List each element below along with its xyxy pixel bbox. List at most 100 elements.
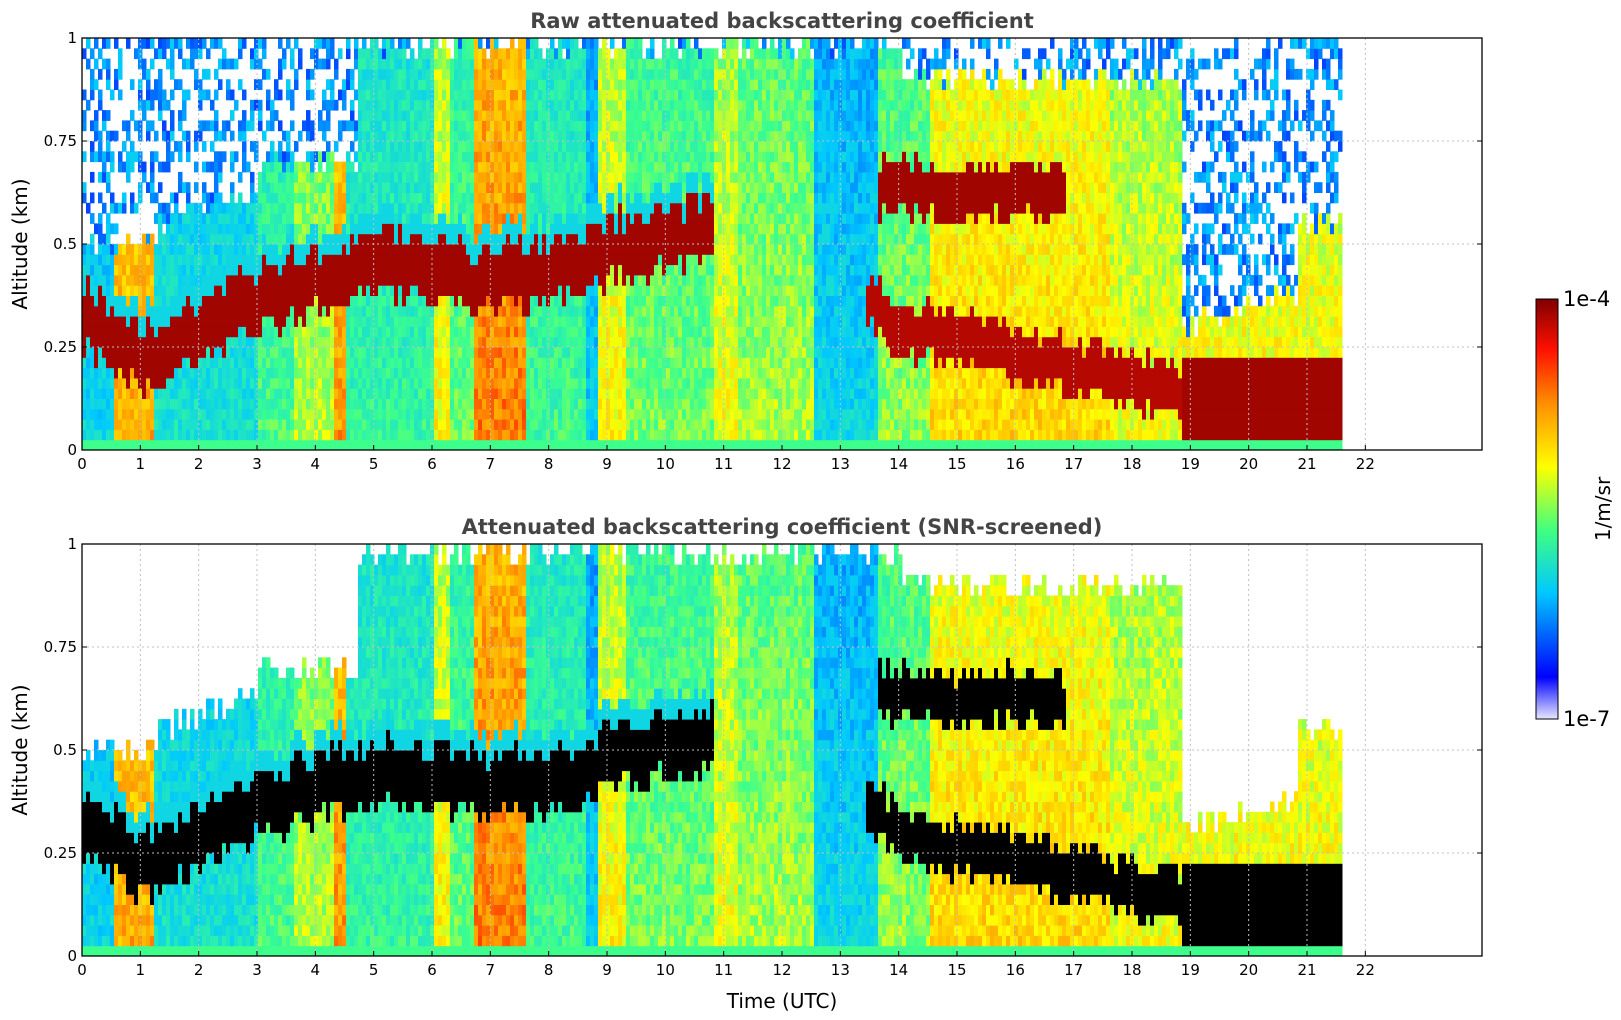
heatmap-cell — [330, 151, 335, 163]
heatmap-cell — [586, 439, 591, 450]
heatmap-cell — [122, 347, 127, 358]
heatmap-cell — [354, 213, 359, 224]
heatmap-cell — [374, 171, 379, 183]
heatmap-cell — [486, 377, 491, 389]
heatmap-cell — [138, 347, 143, 358]
heatmap-cell — [302, 388, 307, 399]
heatmap-cell — [314, 264, 319, 276]
heatmap-cell — [550, 274, 555, 286]
heatmap-cell — [382, 68, 387, 80]
heatmap-cell — [114, 79, 119, 90]
heatmap-cell — [386, 99, 391, 111]
heatmap-cell — [494, 182, 499, 193]
heatmap-cell — [438, 347, 443, 358]
heatmap-cell — [626, 151, 631, 163]
heatmap-cell — [282, 285, 287, 296]
heatmap-cell — [542, 202, 547, 214]
heatmap-cell — [270, 295, 275, 307]
heatmap-cell — [482, 377, 487, 389]
heatmap-cell — [130, 419, 135, 430]
heatmap-cell — [198, 388, 203, 399]
heatmap-cell — [334, 388, 339, 399]
heatmap-cell — [486, 130, 491, 142]
heatmap-cell — [182, 429, 187, 441]
heatmap-cell — [398, 377, 403, 389]
heatmap-cell — [598, 336, 603, 348]
heatmap-cell — [614, 202, 619, 214]
heatmap-cell — [98, 254, 103, 266]
heatmap-cell — [350, 347, 355, 358]
heatmap-cell — [246, 347, 251, 358]
heatmap-cell — [462, 408, 467, 420]
heatmap-cell — [426, 244, 431, 255]
heatmap-cell — [334, 254, 339, 266]
heatmap-cell — [626, 316, 631, 327]
heatmap-cell — [530, 264, 535, 276]
heatmap-cell — [522, 377, 527, 389]
heatmap-cell — [438, 79, 443, 90]
heatmap-cell — [490, 38, 495, 49]
heatmap-cell — [394, 151, 399, 163]
heatmap-cell — [482, 233, 487, 245]
heatmap-cell — [226, 305, 231, 317]
heatmap-cell — [554, 89, 559, 101]
heatmap-cell — [474, 429, 479, 441]
heatmap-cell — [458, 223, 463, 235]
heatmap-cell — [426, 182, 431, 193]
heatmap-cell — [582, 285, 587, 296]
heatmap-cell — [190, 58, 195, 70]
heatmap-cell — [454, 254, 459, 266]
heatmap-cell — [390, 182, 395, 193]
heatmap-cell — [82, 295, 87, 307]
heatmap-cell — [114, 408, 119, 420]
heatmap-cell — [578, 151, 583, 163]
heatmap-cell — [370, 68, 375, 80]
heatmap-cell — [90, 305, 95, 317]
heatmap-cell — [630, 171, 635, 183]
heatmap-cell — [378, 171, 383, 183]
heatmap-cell — [538, 202, 543, 214]
heatmap-cell — [102, 171, 107, 183]
heatmap-cell — [450, 274, 455, 286]
heatmap-cell — [106, 274, 111, 286]
heatmap-cell — [242, 202, 247, 214]
heatmap-cell — [470, 68, 475, 80]
heatmap-cell — [238, 274, 243, 286]
panel-raw-title: Raw attenuated backscattering coefficien… — [530, 9, 1034, 33]
heatmap-cell — [514, 336, 519, 348]
heatmap-cell — [130, 254, 135, 266]
heatmap-cell — [482, 388, 487, 399]
heatmap-cell — [450, 192, 455, 204]
heatmap-cell — [130, 347, 135, 358]
heatmap-cell — [90, 79, 95, 90]
heatmap-cell — [418, 377, 423, 389]
heatmap-cell — [262, 202, 267, 214]
heatmap-cell — [450, 326, 455, 338]
heatmap-cell — [638, 244, 643, 255]
heatmap-cell — [222, 285, 227, 296]
heatmap-cell — [414, 285, 419, 296]
heatmap-cell — [490, 120, 495, 132]
heatmap-cell — [226, 336, 231, 348]
heatmap-cell — [102, 161, 107, 173]
heatmap-cell — [90, 274, 95, 286]
heatmap-cell — [378, 130, 383, 142]
heatmap-cell — [354, 120, 359, 132]
heatmap-cell — [86, 408, 91, 420]
heatmap-cell — [522, 357, 527, 369]
heatmap-cell — [602, 141, 607, 152]
heatmap-cell — [522, 213, 527, 224]
heatmap-cell — [510, 357, 515, 369]
heatmap-cell — [622, 285, 627, 296]
heatmap-cell — [322, 223, 327, 235]
heatmap-cell — [378, 347, 383, 358]
heatmap-cell — [526, 79, 531, 90]
heatmap-cell — [618, 213, 623, 224]
heatmap-cell — [446, 398, 451, 410]
heatmap-cell — [378, 336, 383, 348]
heatmap-cell — [198, 120, 203, 132]
heatmap-cell — [370, 161, 375, 173]
heatmap-cell — [514, 244, 519, 255]
heatmap-cell — [422, 213, 427, 224]
heatmap-cell — [274, 388, 279, 399]
